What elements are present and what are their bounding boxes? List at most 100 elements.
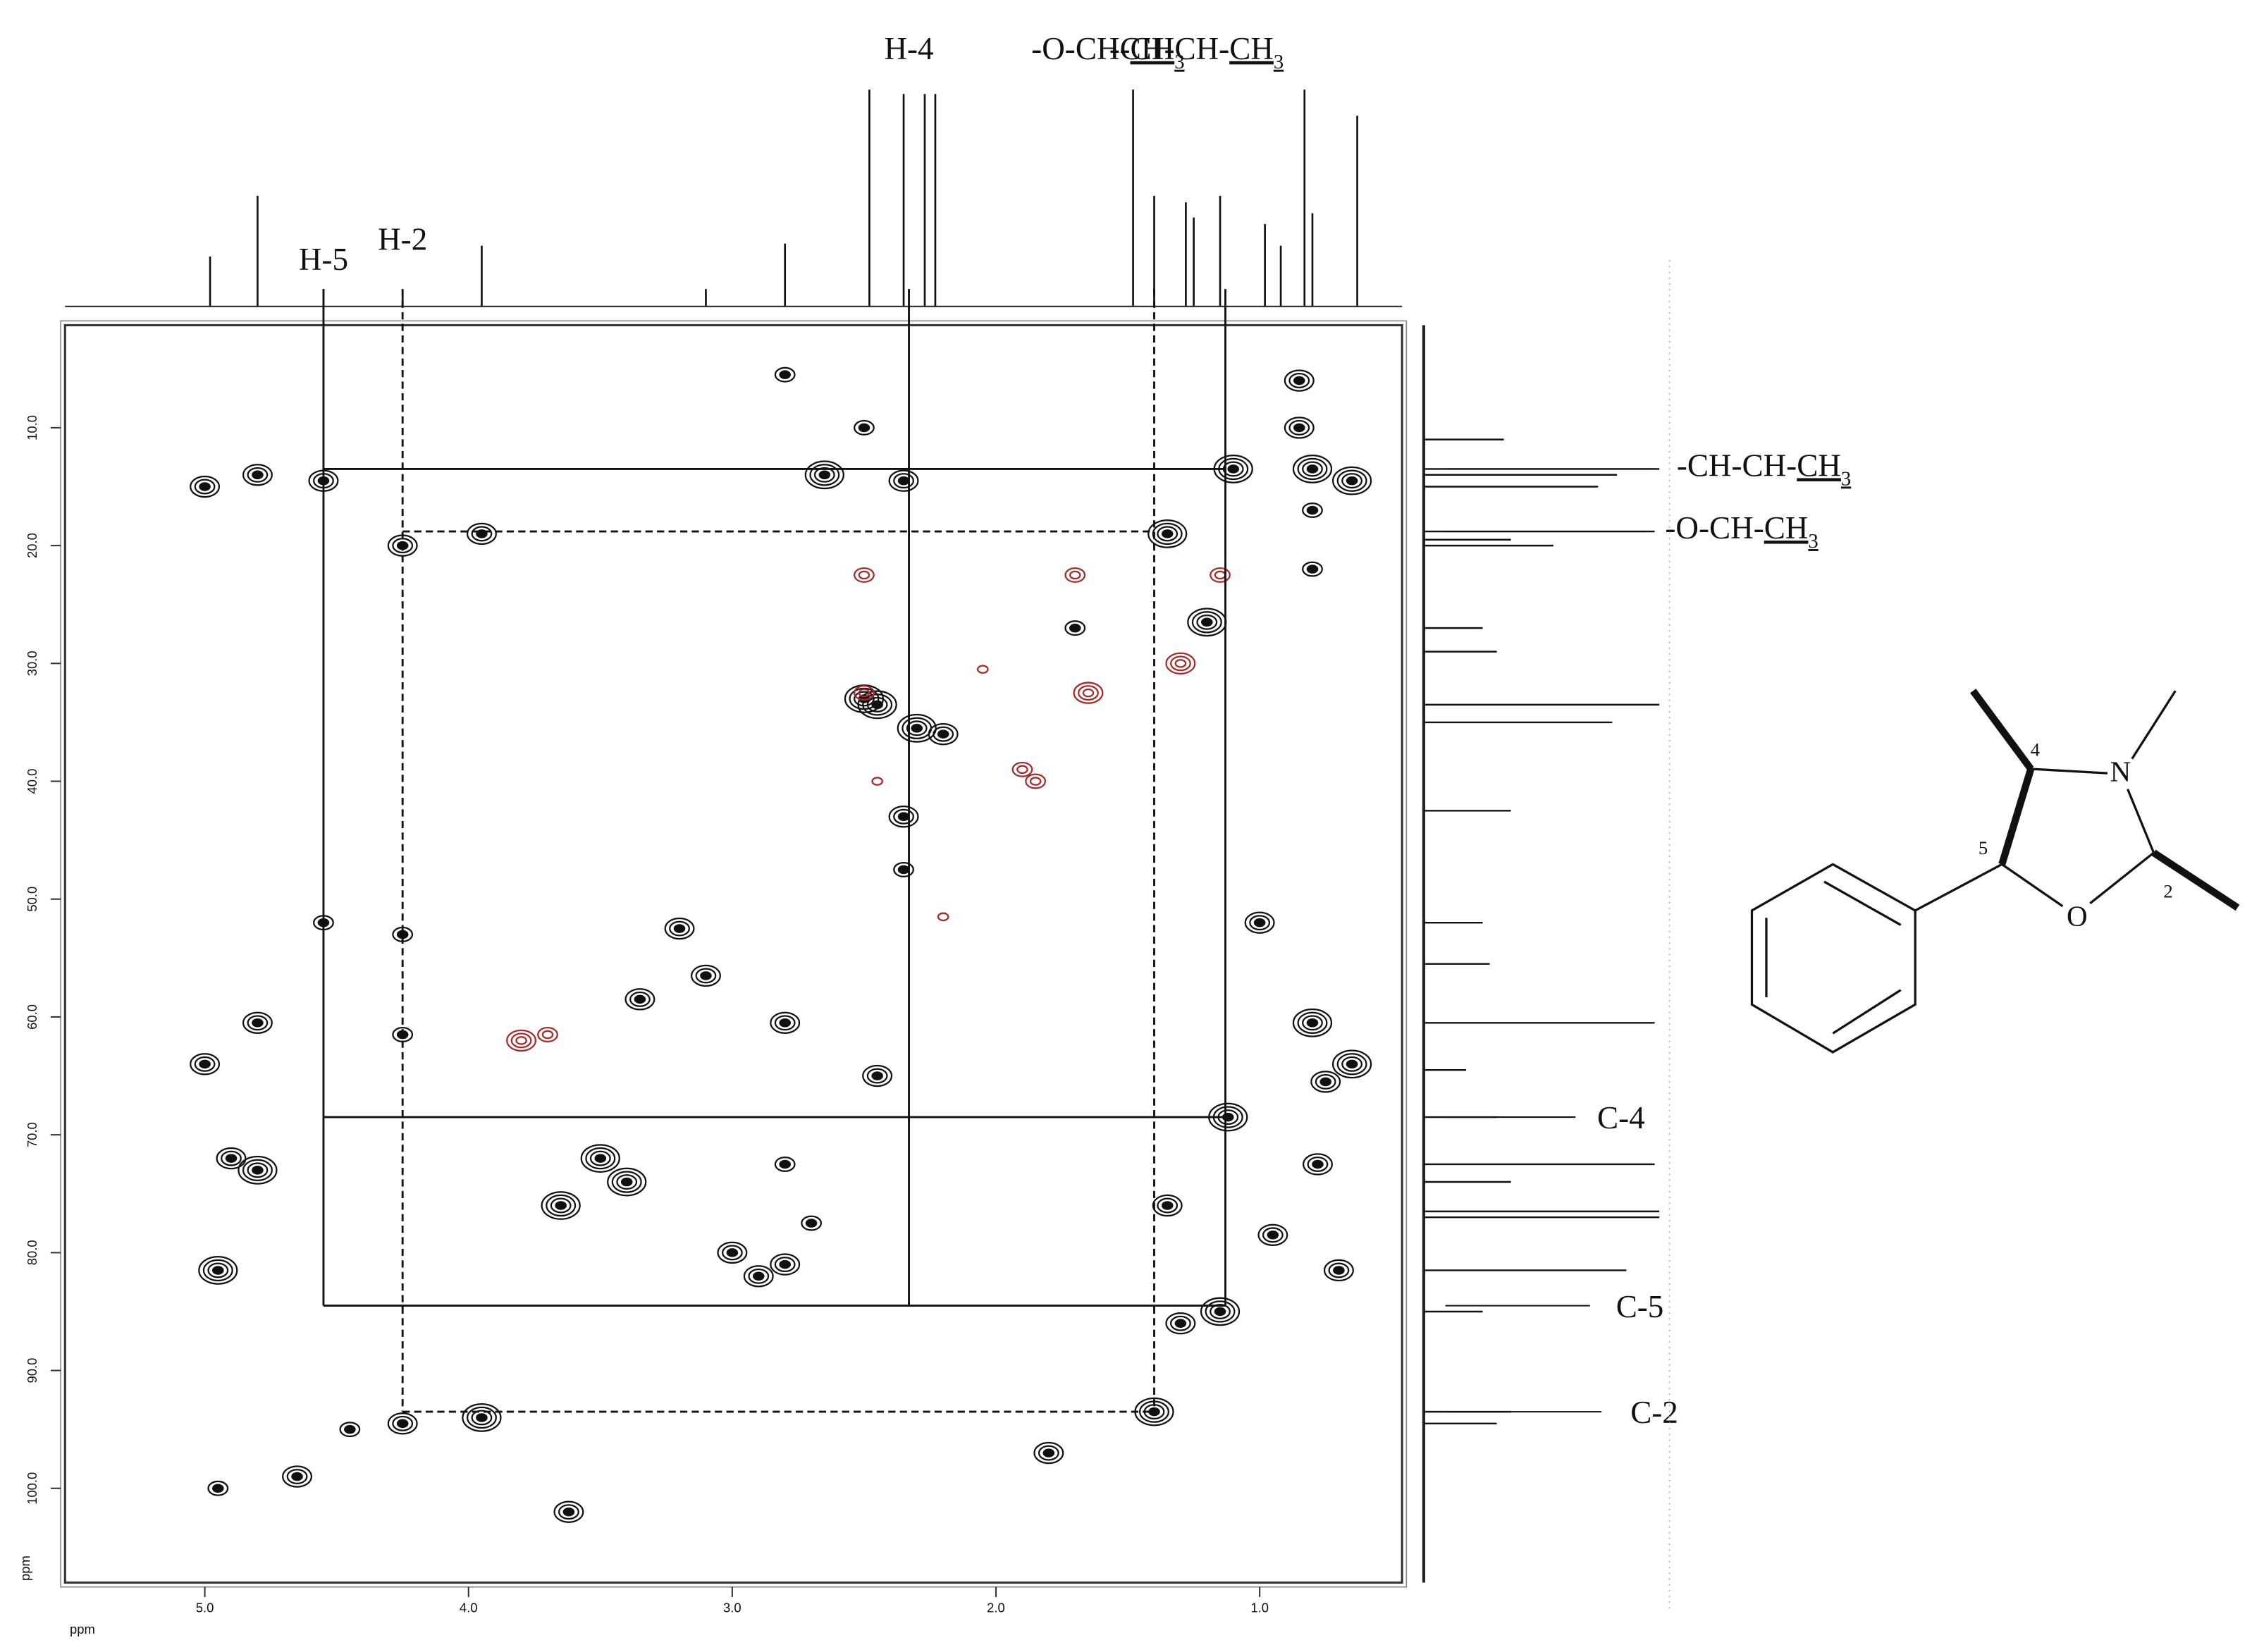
contour: [392, 1415, 414, 1431]
contour: [770, 1253, 801, 1276]
contour: [906, 720, 928, 736]
contour: [911, 724, 923, 733]
cross-peak: [1257, 1223, 1288, 1246]
cross-peak: [607, 1167, 647, 1197]
label-part: C-4: [1597, 1101, 1645, 1136]
contour: [396, 1419, 409, 1429]
molecule-structure: [1750, 689, 2240, 1054]
plot-frame: [63, 323, 1403, 1584]
plot-frame-outer: [60, 320, 1408, 1588]
contour: [1323, 1259, 1354, 1282]
contour: [211, 1266, 224, 1275]
cross-peak: [1011, 761, 1033, 777]
x-tick-label: 5.0: [196, 1600, 214, 1615]
contour: [242, 1011, 273, 1034]
contour: [1336, 1053, 1367, 1075]
contour: [1152, 522, 1183, 545]
contour: [858, 423, 870, 433]
contour: [779, 1259, 791, 1269]
contour: [1297, 457, 1328, 481]
contour: [871, 777, 883, 786]
cross-peak: [888, 469, 919, 492]
contour: [1064, 567, 1086, 583]
contour: [897, 812, 910, 821]
label-part: 3: [1274, 50, 1284, 73]
contour: [774, 1156, 796, 1172]
bond: [1823, 880, 1902, 926]
cross-peak: [937, 912, 949, 922]
contour: [1336, 469, 1367, 492]
contour: [585, 1147, 616, 1170]
contour: [1069, 623, 1081, 633]
contour: [1331, 466, 1372, 495]
contour: [1042, 1448, 1055, 1457]
cross-peak: [198, 1256, 238, 1285]
contour: [854, 419, 875, 436]
annotation-label: H-5: [299, 242, 348, 278]
cross-peak: [624, 988, 656, 1011]
contour: [1346, 1059, 1358, 1069]
bond: [2089, 851, 2155, 904]
contour: [242, 1159, 273, 1182]
cross-peak: [854, 685, 875, 701]
contour: [1331, 1049, 1372, 1079]
contour: [387, 1412, 418, 1435]
cross-peak: [1284, 369, 1315, 392]
contour: [1341, 473, 1363, 489]
contour: [1011, 761, 1033, 777]
contour: [1257, 1223, 1288, 1246]
cross-peak: [242, 1011, 273, 1034]
contour: [558, 1504, 579, 1520]
contour: [774, 1257, 796, 1273]
contour: [199, 482, 211, 491]
contour: [580, 1144, 620, 1173]
cross-peak: [854, 419, 875, 436]
cross-peak: [1025, 773, 1047, 789]
contour: [1328, 1262, 1350, 1278]
contour: [1288, 373, 1310, 388]
label-part: H-4: [884, 31, 933, 66]
contour: [629, 991, 651, 1007]
cross-peak: [1292, 455, 1333, 483]
cross-peak: [1165, 652, 1196, 675]
contour: [871, 700, 883, 710]
cross-peak: [1073, 682, 1104, 704]
cross-peak: [553, 1500, 584, 1523]
contour: [344, 1424, 356, 1434]
contour: [1346, 476, 1358, 486]
contour: [854, 567, 875, 583]
contour: [190, 475, 221, 498]
contour: [664, 917, 695, 940]
contour: [1284, 417, 1315, 439]
contour: [252, 1166, 264, 1175]
contour: [1161, 1201, 1174, 1210]
contour: [207, 1480, 229, 1496]
label-part: 3: [1808, 530, 1818, 553]
contour: [1249, 915, 1271, 931]
contour: [813, 467, 835, 483]
annotation-label: -O-CH-CH3: [1031, 31, 1184, 73]
contour: [1069, 570, 1081, 580]
contour: [805, 1219, 818, 1228]
contour: [1292, 1008, 1333, 1037]
label-part: C-5: [1616, 1289, 1664, 1324]
contour: [252, 470, 264, 480]
atom-number: 5: [1979, 837, 1988, 858]
contour: [471, 1410, 493, 1426]
contour: [1262, 1227, 1284, 1243]
contour: [743, 1265, 774, 1288]
contour: [1016, 765, 1028, 775]
x-tick-label: 4.0: [460, 1600, 478, 1615]
contour: [809, 464, 840, 486]
contour: [862, 1064, 893, 1087]
cross-peak: [897, 713, 937, 743]
cross-peak: [1064, 567, 1086, 583]
cross-peak: [387, 1412, 418, 1435]
contour: [858, 688, 870, 698]
contour: [611, 1171, 642, 1193]
cross-peak: [857, 690, 897, 720]
contour: [1210, 1303, 1231, 1319]
contour: [779, 1159, 791, 1169]
contour: [291, 1472, 303, 1481]
contour: [897, 865, 910, 875]
